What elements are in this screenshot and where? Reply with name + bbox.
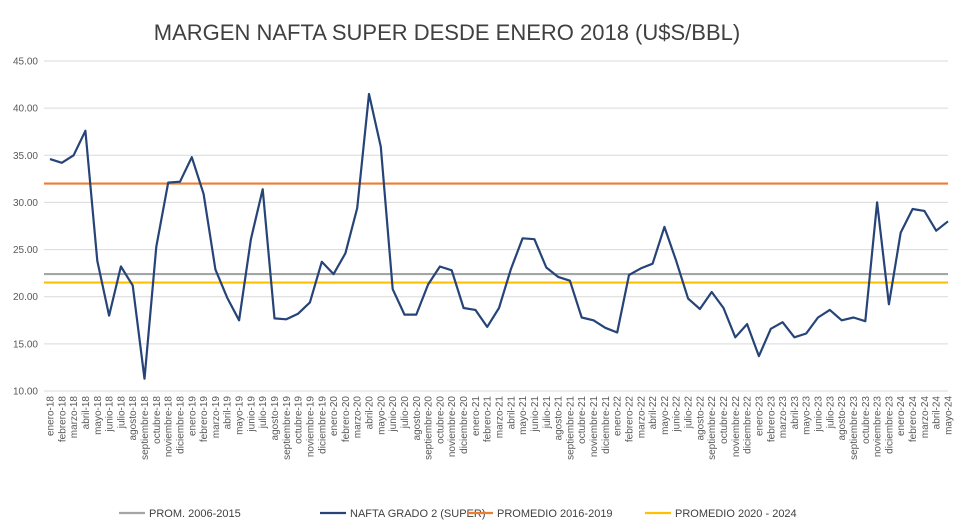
x-tick-label: marzo-19: [211, 396, 222, 439]
x-tick-label: mayo-24: [944, 396, 955, 435]
x-tick-label: julio-21: [542, 396, 553, 430]
x-tick-label: marzo-18: [69, 396, 80, 439]
x-tick-label: noviembre-21: [589, 396, 600, 458]
x-tick-label: febrero-21: [483, 396, 494, 443]
x-tick-label: febrero-19: [199, 396, 210, 443]
x-tick-label: junio-22: [672, 396, 683, 433]
x-tick-label: marzo-24: [920, 396, 931, 439]
y-tick-label: 35.00: [13, 151, 38, 162]
y-tick-label: 10.00: [13, 387, 38, 398]
x-tick-label: marzo-23: [778, 396, 789, 439]
average-lines: [44, 182, 948, 284]
x-tick-label: diciembre-19: [317, 396, 328, 454]
x-tick-label: diciembre-18: [175, 396, 186, 454]
x-tick-label: diciembre-22: [743, 396, 754, 454]
x-tick-label: junio-20: [388, 396, 399, 433]
x-tick-label: febrero-18: [57, 396, 68, 443]
x-tick-label: diciembre-20: [459, 396, 470, 454]
x-tick-label: junio-21: [530, 396, 541, 433]
y-tick-label: 45.00: [13, 57, 38, 68]
x-tick-label: octubre-23: [861, 396, 872, 444]
x-tick-label: enero-22: [613, 396, 624, 436]
x-tick-label: enero-21: [471, 396, 482, 436]
x-tick-label: julio-23: [825, 396, 836, 430]
legend-label: PROM. 2006-2015: [149, 508, 241, 520]
x-tick-label: abril-24: [932, 396, 943, 430]
x-tick-label: marzo-22: [636, 396, 647, 439]
x-tick-label: junio-18: [105, 396, 116, 433]
x-tick-label: mayo-23: [802, 396, 813, 435]
x-tick-label: septiembre-22: [707, 396, 718, 460]
x-tick-label: febrero-23: [766, 396, 777, 443]
x-tick-label: febrero-22: [624, 396, 635, 443]
y-tick-label: 40.00: [13, 104, 38, 115]
x-tick-label: septiembre-21: [565, 396, 576, 460]
x-tick-label: octubre-22: [719, 396, 730, 444]
x-tick-label: abril-22: [648, 396, 659, 430]
x-tick-label: julio-19: [258, 396, 269, 430]
x-tick-label: junio-19: [246, 396, 257, 433]
x-tick-label: junio-23: [814, 396, 825, 433]
x-tick-label: febrero-20: [341, 396, 352, 443]
y-tick-label: 25.00: [13, 245, 38, 256]
x-tick-label: agosto-20: [412, 396, 423, 441]
x-tick-label: mayo-20: [376, 396, 387, 435]
x-tick-label: agosto-23: [837, 396, 848, 441]
legend-label: PROMEDIO 2020 - 2024: [675, 508, 797, 520]
x-tick-label: julio-22: [684, 396, 695, 430]
x-tick-label: enero-19: [187, 396, 198, 436]
x-tick-label: enero-24: [896, 396, 907, 436]
x-tick-label: marzo-20: [353, 396, 364, 439]
x-tick-label: agosto-22: [695, 396, 706, 441]
x-tick-label: diciembre-21: [601, 396, 612, 454]
x-tick-label: noviembre-20: [447, 396, 458, 458]
x-tick-label: octubre-20: [435, 396, 446, 444]
y-tick-label: 30.00: [13, 198, 38, 209]
y-tick-label: 15.00: [13, 339, 38, 350]
x-tick-label: marzo-21: [495, 396, 506, 439]
series-line: [49, 92, 949, 380]
x-tick-label: julio-18: [116, 396, 127, 430]
x-tick-label: septiembre-19: [282, 396, 293, 460]
x-tick-label: noviembre-23: [873, 396, 884, 458]
legend-label: PROMEDIO 2016-2019: [497, 508, 613, 520]
y-axis: 10.00 15.00 20.00 25.00 30.00 35.00 40.00 45.00: [13, 57, 38, 398]
x-tick-label: octubre-18: [152, 396, 163, 444]
x-tick-label: agosto-18: [128, 396, 139, 441]
x-tick-label: noviembre-22: [731, 396, 742, 458]
legend-label: NAFTA GRADO 2 (SUPER): [350, 508, 485, 520]
x-tick-label: enero-23: [754, 396, 765, 436]
gridlines: [44, 60, 948, 392]
x-tick-label: mayo-18: [93, 396, 104, 435]
x-tick-label: octubre-19: [294, 396, 305, 444]
x-tick-label: abril-23: [790, 396, 801, 430]
x-tick-label: septiembre-20: [424, 396, 435, 460]
x-tick-label: abril-21: [506, 396, 517, 430]
x-tick-label: enero-18: [46, 396, 57, 436]
x-tick-label: agosto-21: [554, 396, 565, 441]
chart-title: MARGEN NAFTA SUPER DESDE ENERO 2018 (U$S…: [154, 20, 740, 45]
x-axis: enero-18 febrero-18 marzo-18 abril-18 mayo-1…: [46, 396, 955, 460]
series-lines: [49, 92, 949, 380]
x-tick-label: mayo-22: [660, 396, 671, 435]
x-tick-label: abril-18: [81, 396, 92, 430]
x-tick-label: mayo-21: [518, 396, 529, 435]
x-tick-label: mayo-19: [235, 396, 246, 435]
x-tick-label: septiembre-18: [140, 396, 151, 460]
x-tick-label: abril-19: [223, 396, 234, 430]
x-tick-label: octubre-21: [577, 396, 588, 444]
x-tick-label: agosto-19: [270, 396, 281, 441]
x-tick-label: abril-20: [365, 396, 376, 430]
x-tick-label: julio-20: [400, 396, 411, 430]
x-tick-label: diciembre-23: [884, 396, 895, 454]
y-tick-label: 20.00: [13, 292, 38, 303]
x-tick-label: septiembre-23: [849, 396, 860, 460]
x-tick-label: noviembre-18: [164, 396, 175, 458]
x-tick-label: enero-20: [329, 396, 340, 436]
legend: PROM. 2006-2015 NAFTA GRADO 2 (SUPER) PROM…: [119, 508, 797, 520]
x-tick-label: noviembre-19: [305, 396, 316, 458]
x-tick-label: febrero-24: [908, 396, 919, 443]
